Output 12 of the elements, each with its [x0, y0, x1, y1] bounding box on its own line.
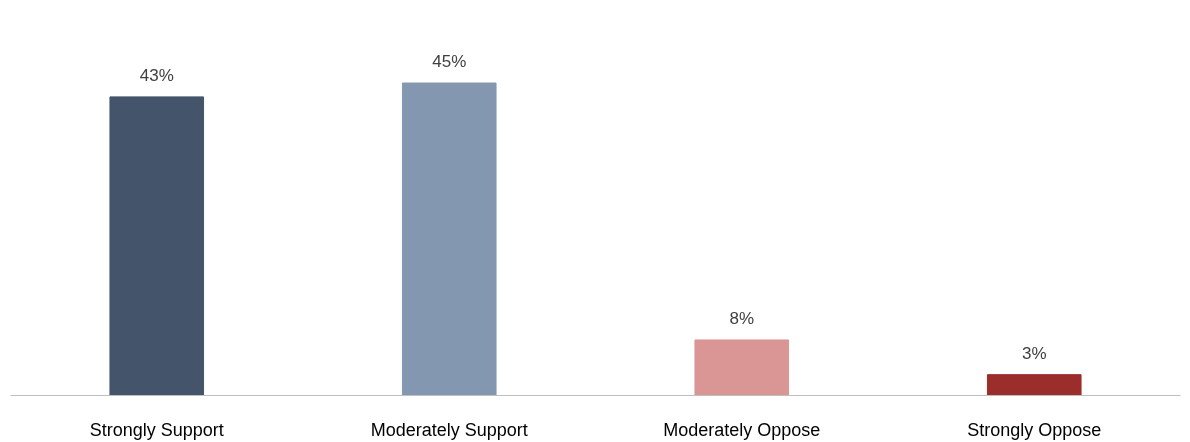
data-label: 45% [432, 52, 467, 71]
x-tick-label: Strongly Support [89, 419, 224, 440]
bar [694, 339, 790, 396]
bar [401, 82, 497, 396]
data-label: 3% [1021, 343, 1047, 363]
bar [109, 96, 205, 396]
x-tick-label: Moderately Oppose [663, 419, 821, 440]
data-label: 43% [139, 65, 174, 85]
x-tick-label: Moderately Support [370, 419, 528, 440]
data-label: 8% [729, 308, 755, 328]
bar [986, 374, 1082, 396]
x-tick-label: Strongly Oppose [967, 419, 1102, 440]
